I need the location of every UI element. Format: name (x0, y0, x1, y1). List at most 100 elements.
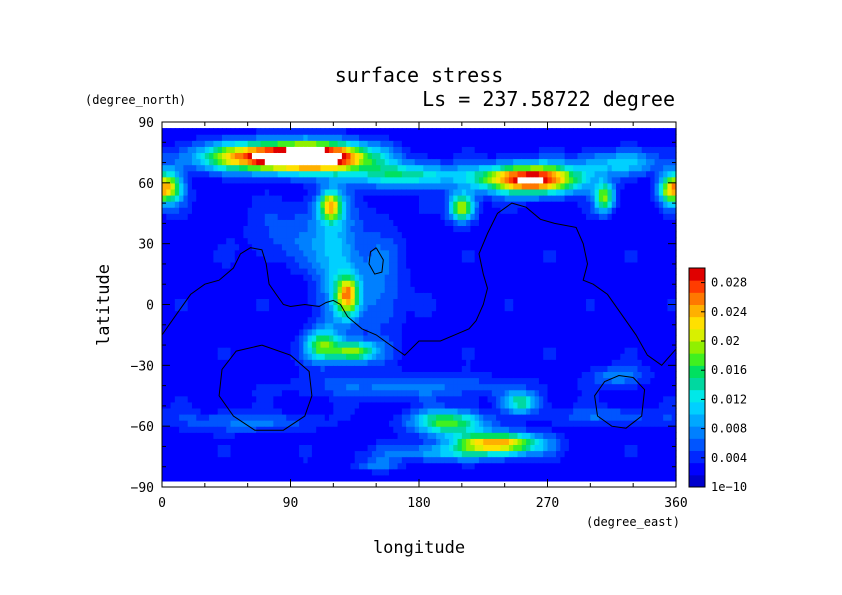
heatmap-cell (239, 353, 244, 360)
heatmap-cell (239, 176, 244, 184)
heatmap-cell (316, 353, 322, 360)
heatmap-cell (478, 152, 484, 160)
heatmap-cell (397, 353, 403, 360)
heatmap-cell (264, 170, 270, 178)
heatmap-cell (162, 146, 167, 154)
heatmap-cell (389, 438, 394, 446)
heatmap-cell (526, 207, 531, 214)
heatmap-cell (401, 438, 407, 446)
heatmap-cell (320, 468, 326, 476)
heatmap-cell (341, 292, 347, 300)
heatmap-cell (444, 134, 450, 141)
heatmap-cell (226, 365, 232, 373)
heatmap-cell (256, 341, 262, 348)
heatmap-cell (247, 462, 253, 470)
heatmap-cell (350, 456, 356, 464)
heatmap-cell (166, 146, 172, 154)
heatmap-cell (299, 401, 304, 409)
heatmap-cell (423, 322, 429, 330)
heatmap-cell (448, 195, 454, 202)
heatmap-cell (457, 182, 463, 190)
heatmap-cell (187, 407, 193, 415)
heatmap-cell (401, 359, 407, 366)
heatmap-cell (221, 225, 227, 233)
heatmap-cell (474, 401, 480, 409)
heatmap-cell (260, 414, 266, 421)
heatmap-cell (191, 134, 197, 141)
heatmap-cell (213, 420, 219, 427)
heatmap-cell (440, 243, 446, 251)
heatmap-cell (204, 292, 210, 300)
heatmap-cell (260, 328, 266, 336)
heatmap-cell (311, 365, 317, 373)
heatmap-cell (453, 213, 459, 220)
heatmap-cell (466, 182, 471, 190)
heatmap-cell (419, 201, 424, 208)
heatmap-cell (466, 401, 471, 409)
heatmap-cell (371, 456, 377, 464)
heatmap-cell (221, 444, 227, 452)
heatmap-cell (376, 322, 382, 330)
heatmap-cell (226, 438, 232, 446)
heatmap-cell (470, 170, 476, 178)
heatmap-cell (517, 371, 523, 379)
heatmap-cell (200, 261, 206, 269)
heatmap-cell (504, 152, 510, 160)
heatmap-cell (337, 462, 343, 470)
heatmap-cell (286, 286, 292, 293)
heatmap-cell (307, 407, 313, 415)
heatmap-cell (162, 237, 167, 245)
heatmap-cell (299, 201, 304, 208)
heatmap-cell (311, 438, 317, 446)
heatmap-cell (234, 456, 240, 464)
heatmap-cell (341, 474, 347, 482)
heatmap-cell (448, 322, 454, 330)
heatmap-cell (359, 237, 364, 245)
heatmap-cell (277, 249, 283, 257)
heatmap-cell (363, 298, 369, 306)
heatmap-cell (393, 322, 399, 330)
heatmap-cell (504, 146, 510, 154)
heatmap-cell (269, 432, 274, 439)
heatmap-cell (166, 414, 172, 421)
heatmap-cell (389, 128, 394, 135)
heatmap-cell (264, 450, 270, 458)
heatmap-cell (457, 414, 463, 421)
heatmap-cell (508, 164, 514, 172)
heatmap-cell (431, 359, 437, 366)
heatmap-cell (423, 438, 429, 446)
heatmap-cell (448, 201, 454, 208)
heatmap-cell (234, 420, 240, 427)
heatmap-cell (307, 146, 313, 154)
heatmap-cell (264, 347, 270, 354)
heatmap-cell (239, 341, 244, 348)
heatmap-cell (346, 401, 352, 409)
heatmap-cell (406, 280, 412, 287)
heatmap-cell (440, 377, 446, 385)
heatmap-cell (217, 341, 223, 348)
heatmap-cell (350, 237, 356, 245)
heatmap-cell (478, 353, 484, 360)
heatmap-cell (273, 414, 279, 421)
heatmap-cell (290, 292, 296, 300)
heatmap-cell (431, 280, 437, 287)
heatmap-cell (247, 401, 253, 409)
heatmap-cell (217, 225, 223, 233)
heatmap-cell (371, 243, 377, 251)
heatmap-cell (281, 292, 287, 300)
heatmap-cell (487, 353, 493, 360)
heatmap-cell (281, 261, 287, 269)
heatmap-cell (380, 450, 386, 458)
heatmap-cell (316, 450, 322, 458)
heatmap-cell (307, 158, 313, 166)
heatmap-cell (290, 261, 296, 269)
heatmap-cell (200, 280, 206, 287)
heatmap-cell (337, 201, 343, 208)
heatmap-cell (496, 438, 501, 446)
heatmap-cell (414, 164, 420, 172)
heatmap-cell (384, 347, 390, 354)
heatmap-cell (350, 304, 356, 312)
heatmap-cell (466, 347, 471, 354)
heatmap-cell (247, 444, 253, 452)
heatmap-cell (260, 231, 266, 239)
